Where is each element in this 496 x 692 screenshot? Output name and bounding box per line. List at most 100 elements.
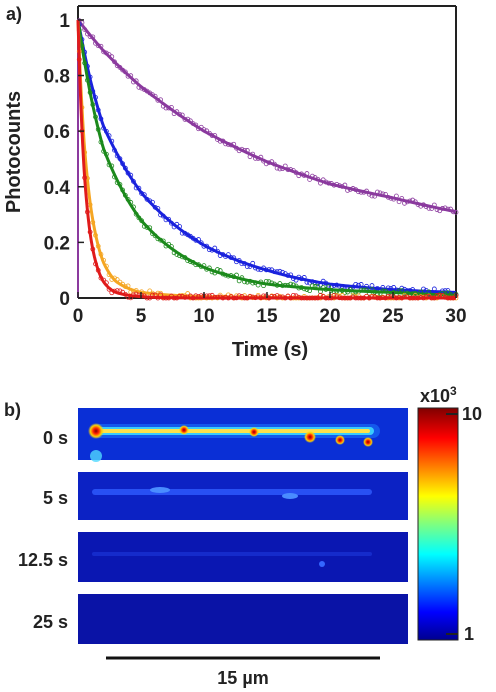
data-point [133,291,139,297]
data-point [196,237,201,242]
data-point [263,161,269,167]
data-point [296,294,302,300]
data-point [182,117,188,122]
data-point [342,182,348,188]
data-point [369,294,375,300]
series-3 [76,19,459,301]
data-point [215,294,220,300]
data-point [453,209,459,215]
data-point [90,34,96,40]
data-point [396,288,402,294]
data-point [272,269,277,275]
y-axis-title: Photocounts [3,91,25,213]
data-point [160,238,166,244]
data-point [437,208,443,214]
data-point [323,179,329,185]
data-point [288,272,294,278]
data-point [255,156,261,161]
data-point [288,281,294,287]
data-point [128,200,134,205]
data-point [114,277,120,282]
x-tick-label: 30 [445,306,466,327]
data-point [415,295,421,301]
data-point [179,294,185,299]
signal-spot [179,425,189,435]
data-point [429,206,435,211]
data-point [120,187,126,193]
data-point [261,283,266,289]
data-point [396,199,402,205]
data-point [133,78,139,84]
data-point [212,133,218,138]
data-point [190,121,196,126]
data-point [280,166,285,172]
data-point [228,294,234,300]
image-row [78,532,408,582]
data-point [158,290,163,296]
data-point [393,295,399,301]
data-point [225,141,231,147]
data-point [209,133,215,138]
y-tick-label: 0 [59,289,70,310]
data-point [285,273,291,278]
panel-b-label: b) [4,400,21,420]
data-point [201,243,207,249]
data-point [179,254,185,260]
data-point [103,263,109,269]
data-point [385,194,391,200]
data-point [280,283,285,289]
data-point [98,251,104,257]
data-point [122,165,128,171]
time-label: 5 s [43,488,68,508]
data-point [182,255,188,260]
data-point [196,294,201,299]
colorbar-multiplier: x103 [420,384,457,406]
data-point [171,295,177,301]
data-point [193,237,199,243]
data-point [288,167,294,172]
data-point [239,146,245,152]
data-point [163,217,169,223]
series-line [76,19,457,294]
image-row [78,472,408,520]
data-point [299,295,304,301]
data-point [144,295,150,301]
data-point [147,295,153,301]
data-point [201,263,207,269]
data-point [418,295,424,300]
data-point [380,288,386,294]
data-point [242,279,247,285]
data-point [266,160,272,166]
data-point [396,294,402,300]
data-point [106,286,112,292]
series-layer [76,18,459,301]
data-point [169,105,174,110]
data-point [266,267,272,273]
data-point [312,295,318,301]
data-point [434,207,440,213]
data-point [185,294,191,300]
data-point [98,139,104,145]
data-point [261,293,266,299]
data-point [101,257,107,263]
data-point [326,284,332,290]
data-point [345,187,350,193]
data-point [372,294,378,300]
data-point [231,295,237,301]
data-point [125,294,131,300]
data-point [117,65,123,70]
data-point [201,127,207,133]
data-point [339,295,345,301]
data-point [350,294,356,300]
data-point [418,289,424,295]
data-point [269,159,275,165]
data-point [342,295,348,301]
data-point [337,295,342,301]
data-point [402,286,407,292]
data-point [155,295,161,301]
data-point [95,243,101,249]
data-point [247,264,253,269]
data-point [391,285,397,290]
data-point [150,292,155,298]
data-point [166,105,172,111]
